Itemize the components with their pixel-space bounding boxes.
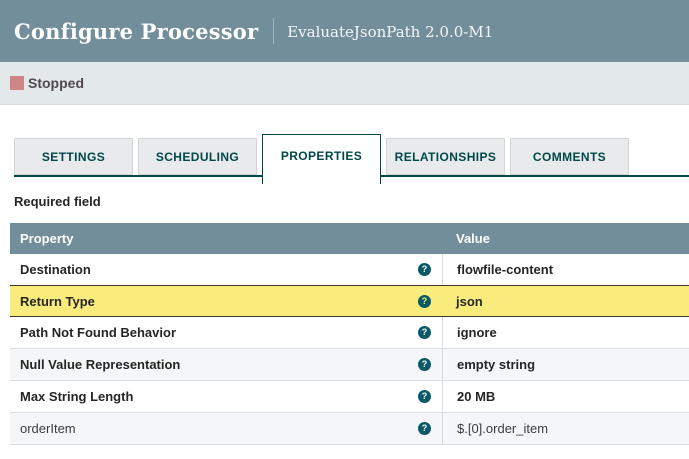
status-label: Stopped — [28, 75, 84, 91]
property-name: Max String Length — [20, 389, 134, 404]
tab-label: COMMENTS — [532, 149, 607, 164]
property-cell: Path Not Found Behavior ? — [10, 317, 442, 348]
tab-label: SETTINGS — [41, 149, 106, 164]
properties-table: Property Value Destination ? flowfile-co… — [10, 223, 689, 445]
required-field-label: Required field — [14, 194, 101, 209]
tab-bar: SETTINGS SCHEDULING PROPERTIES RELATIONS… — [14, 128, 689, 184]
help-icon-wrap: ? — [418, 294, 431, 308]
processor-name-version: EvaluateJsonPath 2.0.0-M1 — [287, 23, 494, 41]
column-header-property: Property — [20, 231, 74, 246]
stopped-icon — [10, 76, 24, 90]
tab-relationships[interactable]: RELATIONSHIPS — [386, 138, 505, 175]
property-value: json — [456, 293, 483, 309]
help-icon[interactable]: ? — [418, 294, 431, 308]
help-icon-wrap: ? — [418, 326, 431, 339]
property-row[interactable]: Null Value Representation ? empty string — [10, 349, 689, 381]
tab-label: SCHEDULING — [155, 149, 240, 164]
help-icon[interactable]: ? — [418, 358, 431, 371]
property-name: Path Not Found Behavior — [20, 325, 176, 340]
help-icon[interactable]: ? — [418, 326, 431, 339]
value-cell[interactable]: json — [442, 286, 689, 316]
help-icon-wrap: ? — [418, 358, 431, 371]
property-value: ignore — [457, 325, 497, 340]
property-cell: Destination ? — [10, 254, 442, 285]
value-cell[interactable]: flowfile-content — [442, 254, 689, 285]
value-cell[interactable]: ignore — [442, 317, 689, 348]
property-row[interactable]: Max String Length ? 20 MB — [10, 381, 689, 413]
property-cell: Return Type ? — [10, 286, 442, 316]
property-row[interactable]: orderItem ? $.[0].order_item — [10, 413, 689, 445]
help-icon[interactable]: ? — [418, 422, 431, 435]
help-icon-wrap: ? — [418, 422, 431, 435]
dialog-header: Configure Processor EvaluateJsonPath 2.0… — [0, 0, 689, 62]
help-icon-wrap: ? — [418, 263, 431, 276]
tab-comments[interactable]: COMMENTS — [510, 138, 629, 175]
title-separator — [273, 18, 275, 44]
tab-label: PROPERTIES — [280, 148, 363, 163]
tab-scheduling[interactable]: SCHEDULING — [138, 138, 257, 175]
property-cell: orderItem ? — [10, 413, 442, 444]
property-name: Return Type — [20, 293, 95, 309]
property-name: Destination — [20, 262, 91, 277]
tab-label: RELATIONSHIPS — [394, 149, 497, 164]
property-row[interactable]: Path Not Found Behavior ? ignore — [10, 317, 689, 349]
dialog-title: Configure Processor — [14, 18, 259, 44]
table-body: Destination ? flowfile-content Return Ty… — [10, 254, 689, 445]
help-icon[interactable]: ? — [418, 390, 431, 403]
property-name: orderItem — [20, 421, 76, 436]
help-icon-wrap: ? — [418, 390, 431, 403]
status-bar: Stopped — [0, 62, 689, 105]
value-cell[interactable]: $.[0].order_item — [442, 413, 689, 444]
value-cell[interactable]: empty string — [442, 349, 689, 380]
help-icon[interactable]: ? — [418, 263, 431, 276]
property-name: Null Value Representation — [20, 357, 181, 372]
table-header-row: Property Value — [10, 223, 689, 254]
property-value: empty string — [457, 357, 536, 372]
property-value: $.[0].order_item — [457, 421, 549, 436]
property-row[interactable]: Return Type ? json — [10, 285, 689, 317]
property-value: flowfile-content — [457, 262, 554, 277]
tab-settings[interactable]: SETTINGS — [14, 138, 133, 175]
column-header-value: Value — [456, 231, 490, 246]
property-row[interactable]: Destination ? flowfile-content — [10, 254, 689, 286]
value-cell[interactable]: 20 MB — [442, 381, 689, 412]
property-cell: Max String Length ? — [10, 381, 442, 412]
property-value: 20 MB — [457, 389, 496, 404]
tab-properties[interactable]: PROPERTIES — [262, 134, 381, 184]
property-cell: Null Value Representation ? — [10, 349, 442, 380]
